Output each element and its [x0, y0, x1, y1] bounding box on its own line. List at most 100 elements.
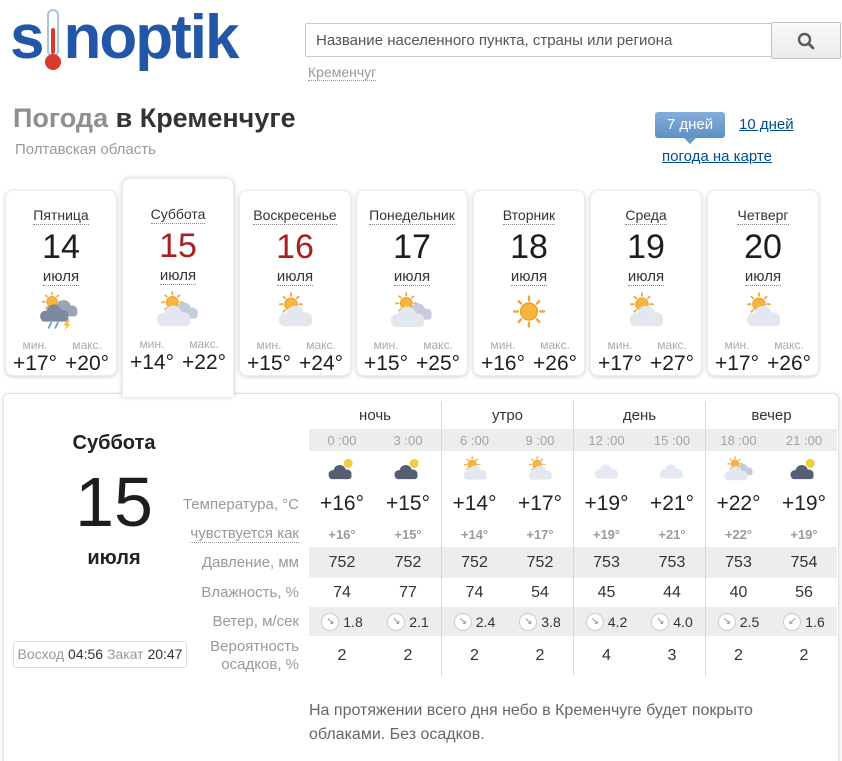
temperature-row: Температура, °C +16° +15° +14° +17° +19°… — [6, 487, 837, 521]
humidity-label: Влажность, % — [201, 584, 299, 601]
day-name-link[interactable]: Понедельник — [369, 207, 455, 225]
period-evening: вечер — [705, 401, 837, 429]
selected-day-block: Суббота 15 июля — [4, 394, 224, 570]
active-tab-pointer — [684, 138, 696, 150]
temp-cell: +21° — [649, 492, 695, 515]
feels-cell: +19° — [790, 526, 818, 542]
day-month: июля — [510, 268, 548, 286]
day-name-link[interactable]: Воскресенье — [253, 207, 337, 225]
recent-city-link[interactable]: Кременчуг — [308, 64, 377, 81]
sun-cloud-icon — [620, 292, 672, 331]
sun-cloud-icon — [522, 456, 558, 483]
wind-direction-icon: ↘ — [387, 612, 406, 631]
humidity-cell: 45 — [573, 578, 639, 607]
title-prefix: Погода — [13, 103, 109, 133]
wind-direction-icon: ↘ — [453, 612, 472, 631]
min-temp: +16° — [480, 352, 525, 375]
day-detail-panel: Суббота 15 июля Восход 04:56 Закат 20:47… — [3, 393, 839, 761]
pressure-cell: 753 — [639, 547, 705, 578]
feels-cell: +21° — [658, 526, 686, 542]
min-max-block: мин. +15° макс. +25° — [357, 338, 467, 376]
humidity-cell: 40 — [705, 578, 771, 607]
max-label: макс. — [72, 338, 102, 352]
day-name-link[interactable]: Вторник — [502, 207, 556, 225]
search-input[interactable] — [305, 23, 771, 57]
page-title: Погода в Кременчуге — [13, 103, 296, 134]
day-name-link[interactable]: Суббота — [150, 206, 206, 224]
pressure-cell: 752 — [507, 547, 573, 578]
moon-cloud-icon — [324, 456, 360, 483]
max-temp: +20° — [65, 352, 110, 375]
region-subtitle: Полтавская область — [15, 141, 156, 158]
precip-cell: 2 — [403, 647, 413, 664]
feels-cell: +16° — [328, 526, 356, 542]
site-logo[interactable]: s noptik — [10, 2, 239, 74]
wind-direction-icon: ↙ — [783, 612, 802, 631]
selected-day-month: июля — [87, 547, 141, 569]
feels-like-label[interactable]: чувствуется как — [190, 525, 299, 543]
day-date: 17 — [393, 228, 431, 266]
search-icon — [797, 32, 815, 49]
logo-text-noptik: noptik — [63, 3, 239, 72]
max-temp: +24° — [299, 352, 344, 375]
logo-text-s: s — [10, 3, 45, 72]
day-card-thursday[interactable]: Четверг 20 июля мин. +17° макс. +26° — [707, 190, 819, 376]
day-card-tuesday[interactable]: Вторник 18 июля мин. +16° макс. +26° — [473, 190, 585, 376]
wind-direction-icon: ↘ — [651, 612, 670, 631]
min-temp: +15° — [363, 352, 408, 375]
day-card-saturday-active[interactable]: Суббота 15 июля мин. +14° макс. +22° — [122, 178, 234, 397]
wind-cell: ↘ 1.8 — [309, 607, 375, 636]
min-temp: +15° — [246, 352, 291, 375]
max-label: макс. — [189, 337, 219, 351]
time-cell: 3 :00 — [375, 429, 441, 451]
tab-10-days[interactable]: 10 дней — [739, 116, 794, 133]
humidity-cell: 77 — [399, 583, 417, 601]
feels-cell: +17° — [526, 526, 554, 542]
day-card-monday[interactable]: Понедельник 17 июля мин. +15° макс. +25° — [356, 190, 468, 376]
temp-cell: +22° — [705, 487, 771, 521]
weather-map-link[interactable]: погода на карте — [662, 148, 772, 165]
temp-cell: +19° — [781, 492, 827, 515]
day-name-link[interactable]: Пятница — [33, 207, 89, 225]
period-header-row: ночь утро день вечер — [6, 401, 837, 429]
period-day: день — [573, 401, 705, 429]
min-max-block: мин. +17° макс. +26° — [708, 338, 818, 376]
precip-cell: 2 — [441, 636, 507, 676]
humidity-cell: 74 — [441, 578, 507, 607]
moon-cloud-icon — [786, 456, 822, 483]
temp-cell: +19° — [573, 487, 639, 521]
day-card-wednesday[interactable]: Среда 19 июля мин. +17° макс. +27° — [590, 190, 702, 376]
wind-direction-icon: ↘ — [519, 612, 538, 631]
wind-cell: ↙ 1.6 — [771, 607, 837, 636]
view-tabs: 7 дней 10 дней погода на карте — [640, 110, 840, 170]
min-max-block: мин. +17° макс. +27° — [591, 338, 701, 376]
humidity-row: Влажность, % 74 77 74 54 45 44 40 56 — [6, 578, 837, 607]
times-row: 0 :00 3 :00 6 :00 9 :00 12 :00 15 :00 18… — [6, 429, 837, 451]
sun-cloud-icon — [269, 292, 321, 331]
max-temp: +26° — [533, 352, 578, 375]
humidity-cell: 74 — [333, 583, 351, 601]
sunset-label: Закат — [106, 646, 144, 662]
day-name-link[interactable]: Четверг — [737, 207, 789, 225]
day-name-link[interactable]: Среда — [625, 207, 667, 225]
day-card-friday[interactable]: Пятница 14 июля мин. +17° макс. +20° — [5, 190, 117, 376]
day-card-sunday[interactable]: Воскресенье 16 июля мин. +15° макс. +24° — [239, 190, 351, 376]
sunset-time: 20:47 — [147, 646, 183, 662]
temp-cell: +16° — [319, 492, 365, 515]
day-month: июля — [627, 268, 665, 286]
precip-cell: 4 — [573, 636, 639, 676]
pressure-label: Давление, мм — [201, 554, 299, 571]
temperature-label: Температура, °C — [182, 495, 299, 513]
storm-icon — [35, 292, 87, 331]
moon-cloud-icon — [390, 456, 426, 483]
min-max-block: мин. +16° макс. +26° — [474, 338, 584, 376]
temp-cell: +17° — [517, 492, 563, 515]
search-button[interactable] — [771, 22, 841, 59]
max-label: макс. — [423, 338, 453, 352]
day-month: июля — [393, 268, 431, 286]
tab-7-days[interactable]: 7 дней — [655, 112, 725, 138]
sun-clouds-icon — [152, 291, 204, 330]
selected-day-name: Суббота — [72, 432, 156, 454]
min-label: мин. — [724, 338, 750, 352]
wind-cell: ↘ 2.4 — [441, 607, 507, 636]
